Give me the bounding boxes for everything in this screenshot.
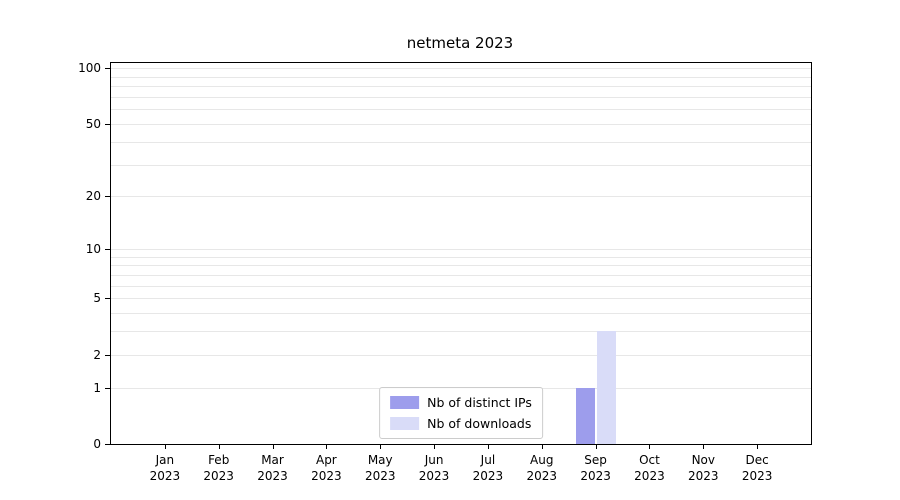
legend-item-downloads: Nb of downloads xyxy=(390,416,532,431)
legend-label-distinct-ips: Nb of distinct IPs xyxy=(427,395,532,410)
y-tick-label: 1 xyxy=(93,380,101,395)
legend-item-distinct-ips: Nb of distinct IPs xyxy=(390,395,532,410)
x-tick-label: Apr 2023 xyxy=(294,452,358,484)
gridline xyxy=(111,141,811,143)
gridline xyxy=(111,285,811,287)
gridline xyxy=(111,313,811,315)
x-tick-label: Feb 2023 xyxy=(187,452,251,484)
x-axis-tick xyxy=(487,444,489,449)
x-tick-label: Dec 2023 xyxy=(725,452,789,484)
x-axis-tick xyxy=(326,444,328,449)
y-tick-label: 2 xyxy=(93,347,101,362)
gridline xyxy=(111,76,811,78)
y-tick-label: 100 xyxy=(78,61,101,76)
x-axis-tick xyxy=(757,444,759,449)
gridline xyxy=(111,331,811,333)
y-axis-tick xyxy=(105,354,111,356)
legend-swatch-distinct-ips-icon xyxy=(390,396,420,409)
x-tick-label: Aug 2023 xyxy=(510,452,574,484)
gridline xyxy=(111,86,811,88)
y-axis-tick xyxy=(105,196,111,198)
y-axis-tick xyxy=(105,68,111,70)
y-tick-label: 50 xyxy=(85,117,101,132)
x-axis-tick xyxy=(434,444,436,449)
y-axis-tick xyxy=(105,444,111,445)
gridline xyxy=(111,256,811,258)
x-tick-label-year: 2023 xyxy=(472,469,504,483)
gridline xyxy=(111,97,811,99)
x-axis-tick xyxy=(380,444,382,449)
x-tick-label: Jun 2023 xyxy=(402,452,466,484)
bar-distinct-ips xyxy=(575,387,595,444)
gridline xyxy=(111,109,811,111)
y-axis-tick xyxy=(105,387,111,389)
chart-title: netmeta 2023 xyxy=(406,34,514,52)
y-axis-tick xyxy=(105,298,111,300)
plot-area: Nb of distinct IPs Nb of downloads 0 1 2 5 1… xyxy=(78,61,812,483)
legend-label-downloads: Nb of downloads xyxy=(427,416,532,431)
legend-swatch-downloads-icon xyxy=(390,417,420,430)
x-tick-label: Oct 2023 xyxy=(617,452,681,484)
gridline xyxy=(111,196,811,198)
x-tick-label: Jan 2023 xyxy=(133,452,197,484)
x-tick-label-year: 2023 xyxy=(257,469,288,483)
x-tick-label-year: 2023 xyxy=(418,469,450,483)
x-tick-label-year: 2023 xyxy=(580,469,611,483)
x-tick-label: Jul 2023 xyxy=(456,452,520,484)
x-tick-label-year: 2023 xyxy=(634,469,665,483)
x-axis-tick xyxy=(272,444,274,449)
x-tick-label-year: 2023 xyxy=(741,469,773,483)
gridline xyxy=(111,354,811,356)
gridline xyxy=(111,274,811,276)
x-tick-label-year: 2023 xyxy=(311,469,342,483)
legend: Nb of distinct IPs Nb of downloads xyxy=(379,387,543,439)
x-axis-tick xyxy=(541,444,543,449)
x-axis-tick xyxy=(164,444,166,449)
gridline xyxy=(111,124,811,126)
gridline xyxy=(111,248,811,250)
x-axis-tick xyxy=(649,444,651,449)
x-tick-label-year: 2023 xyxy=(364,469,396,483)
x-tick-label-year: 2023 xyxy=(526,469,558,483)
y-tick-label: 5 xyxy=(93,291,101,306)
y-axis-tick xyxy=(105,124,111,126)
x-tick-label: Mar 2023 xyxy=(241,452,305,484)
gridline xyxy=(111,298,811,300)
gridline xyxy=(111,68,811,70)
y-tick-label: 20 xyxy=(85,189,101,204)
x-tick-label-year: 2023 xyxy=(688,469,719,483)
y-axis-tick xyxy=(105,248,111,250)
gridline xyxy=(111,164,811,166)
bar-downloads xyxy=(596,331,616,444)
y-tick-label: 10 xyxy=(85,241,101,256)
x-axis-tick xyxy=(595,444,597,449)
x-tick-label-year: 2023 xyxy=(203,469,234,483)
y-tick-label: 0 xyxy=(93,437,101,451)
x-axis-tick xyxy=(703,444,705,449)
x-tick-label: May 2023 xyxy=(348,452,412,484)
x-tick-label: Nov 2023 xyxy=(671,452,735,484)
x-tick-label-year: 2023 xyxy=(149,469,181,483)
x-tick-label: Sep 2023 xyxy=(564,452,628,484)
gridline xyxy=(111,265,811,267)
x-axis-tick xyxy=(218,444,220,449)
